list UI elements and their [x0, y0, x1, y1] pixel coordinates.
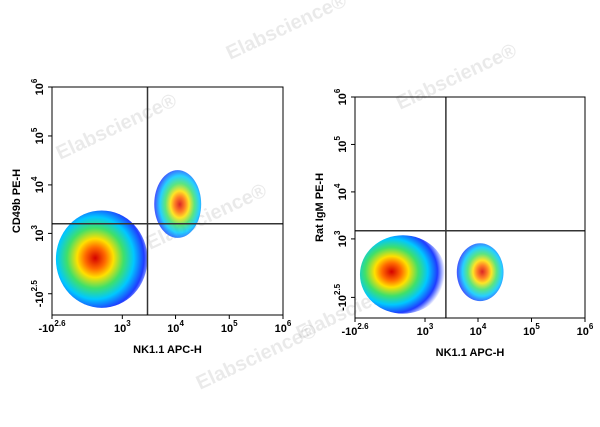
tick-label: 105: [221, 319, 238, 335]
tick-exponent: 3: [126, 319, 131, 328]
tick-label: 105: [333, 136, 349, 153]
tick-label: 105: [30, 127, 46, 144]
y-axis-label: Rat IgM PE-H: [314, 173, 326, 242]
tick-base: -10: [341, 326, 357, 338]
tick-exponent: 3: [429, 322, 434, 331]
tick-exponent: 6: [30, 78, 39, 83]
tick-exponent: 2.5: [333, 283, 342, 295]
tick-label: 104: [167, 319, 184, 335]
tick-label: -102.6: [38, 319, 66, 335]
watermark: Elabscience®: [393, 39, 521, 114]
watermark: Elabscience®: [53, 89, 181, 164]
tick-base: 10: [114, 323, 126, 335]
tick-base: 10: [577, 326, 589, 338]
y-axis-label: CD49b PE-H: [11, 169, 23, 233]
tick-label: 104: [30, 176, 46, 193]
population: [456, 243, 504, 302]
tick-exponent: 4: [482, 322, 487, 331]
tick-base: 10: [34, 230, 46, 242]
tick-label: 103: [417, 322, 434, 338]
tick-base: -10: [34, 291, 46, 307]
x-axis-label: NK1.1 APC-H: [133, 344, 202, 356]
x-axis-label: NK1.1 APC-H: [436, 347, 505, 359]
tick-exponent: 6: [287, 319, 292, 328]
tick-label: 103: [30, 225, 46, 242]
tick-exponent: 5: [535, 322, 540, 331]
tick-exponent: 5: [333, 136, 342, 141]
watermark: Elabscience®: [223, 0, 351, 65]
tick-exponent: 5: [30, 127, 39, 132]
tick-exponent: 6: [589, 322, 594, 331]
tick-base: 10: [337, 93, 349, 105]
tick-exponent: 2.6: [54, 319, 66, 328]
tick-exponent: 3: [333, 230, 342, 235]
tick-exponent: 4: [333, 183, 342, 188]
tick-label: 106: [30, 78, 46, 95]
population: [154, 170, 202, 238]
tick-label: 103: [114, 319, 131, 335]
tick-base: 10: [337, 141, 349, 153]
tick-label: 106: [333, 88, 349, 105]
tick-exponent: 3: [30, 225, 39, 230]
tick-base: 10: [417, 326, 429, 338]
tick-base: 10: [34, 83, 46, 95]
tick-base: -10: [337, 295, 349, 311]
tick-label: 104: [333, 183, 349, 200]
tick-label: 104: [470, 322, 487, 338]
tick-label: 106: [577, 322, 594, 338]
tick-label: -102.5: [333, 283, 349, 311]
plot-frame: [354, 96, 586, 319]
tick-base: 10: [337, 188, 349, 200]
tick-label: -102.6: [341, 322, 369, 338]
tick-base: 10: [470, 326, 482, 338]
tick-exponent: 2.6: [357, 322, 369, 331]
tick-base: 10: [523, 326, 535, 338]
population: [359, 235, 446, 314]
tick-label: -102.5: [30, 280, 46, 308]
tick-label: 105: [523, 322, 540, 338]
watermark: Elabscience®: [193, 319, 321, 394]
tick-exponent: 2.5: [30, 280, 39, 292]
tick-base: 10: [167, 323, 179, 335]
plot-frame: [51, 86, 284, 316]
tick-base: 10: [275, 323, 287, 335]
tick-base: -10: [38, 323, 54, 335]
tick-label: 103: [333, 230, 349, 247]
tick-exponent: 4: [179, 319, 184, 328]
tick-exponent: 6: [333, 88, 342, 93]
tick-base: 10: [337, 235, 349, 247]
tick-base: 10: [34, 181, 46, 193]
tick-base: 10: [34, 132, 46, 144]
tick-label: 106: [275, 319, 292, 335]
tick-exponent: 4: [30, 176, 39, 181]
tick-exponent: 5: [233, 319, 238, 328]
tick-base: 10: [221, 323, 233, 335]
population: [55, 210, 148, 308]
